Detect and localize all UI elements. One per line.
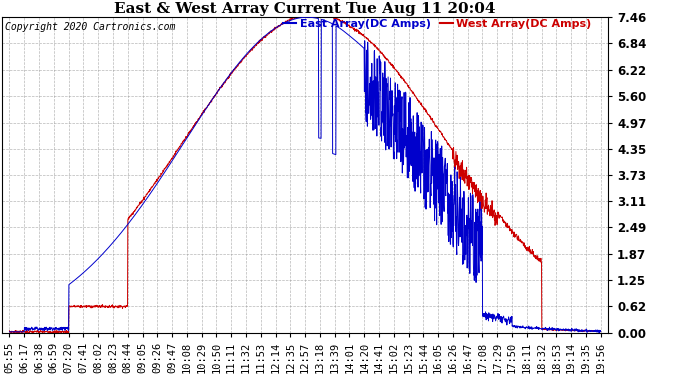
Title: East & West Array Current Tue Aug 11 20:04: East & West Array Current Tue Aug 11 20:…: [115, 2, 496, 16]
Text: Copyright 2020 Cartronics.com: Copyright 2020 Cartronics.com: [5, 22, 175, 32]
Legend: East Array(DC Amps), West Array(DC Amps): East Array(DC Amps), West Array(DC Amps): [279, 14, 596, 33]
